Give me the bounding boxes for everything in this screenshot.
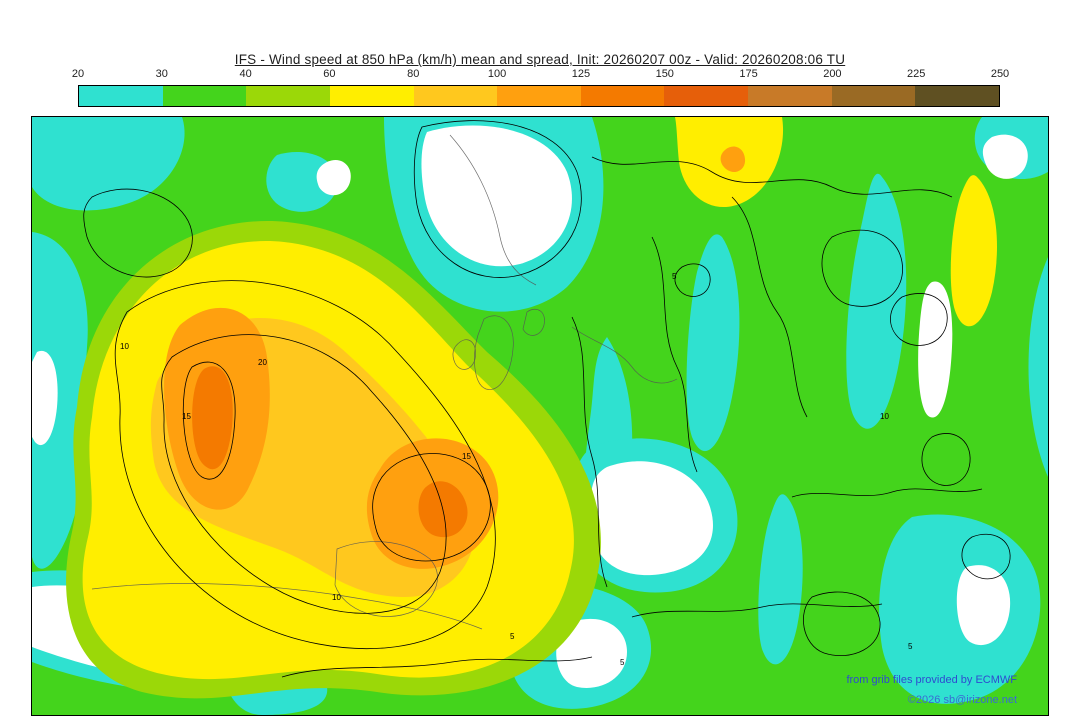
colorbar-segment (329, 86, 414, 106)
credit-copyright: ©2026 sb@irizone.net (908, 694, 1017, 706)
colorbar-segment (413, 86, 498, 106)
coastlines (91, 134, 678, 630)
colorbar-tick: 200 (823, 68, 842, 80)
colorbar-tick: 175 (739, 68, 758, 80)
contour-label: 10 (120, 342, 129, 351)
colorbar-segment (748, 86, 832, 106)
contour-label: 15 (462, 452, 471, 461)
colorbar-tick: 60 (323, 68, 336, 80)
contour-label: 20 (258, 358, 267, 367)
contour-label: 5 (620, 658, 625, 667)
colorbar-segment (497, 86, 581, 106)
map-panel: 20 15 10 5 15 10 5 10 5 5 from grib file… (31, 116, 1049, 716)
colorbar-tick: 150 (655, 68, 674, 80)
contour-label: 15 (182, 412, 191, 421)
map-svg: 20 15 10 5 15 10 5 10 5 5 from grib file… (32, 117, 1048, 715)
colorbar-segment (831, 86, 916, 106)
colorbar-segment (246, 86, 330, 106)
colorbar-gradient (78, 85, 1000, 107)
colorbar-segment (664, 86, 749, 106)
colorbar-segment (79, 86, 163, 106)
colorbar-tick: 80 (407, 68, 420, 80)
spread-contour-lines (83, 120, 1011, 678)
colorbar-tick: 20 (71, 68, 85, 80)
contour-label: 10 (880, 412, 889, 421)
contour-value-labels: 20 15 10 5 15 10 5 10 5 5 (120, 272, 913, 667)
colorbar: 20 30 40 60 80 100 125 150 175 200 225 2… (72, 68, 1009, 107)
colorbar-tick: 125 (571, 68, 591, 80)
colorbar-tick: 100 (487, 68, 507, 80)
map-credits: from grib files provided by ECMWF ©2026 … (846, 674, 1017, 706)
colorbar-tick: 250 (990, 68, 1010, 80)
contour-label: 10 (332, 593, 341, 602)
colorbar-segment (915, 86, 1000, 106)
colorbar-tick-labels: 20 30 40 60 80 100 125 150 175 200 225 2… (72, 68, 1009, 83)
colorbar-segment (162, 86, 247, 106)
contour-label: 5 (672, 272, 677, 281)
colorbar-tick: 225 (907, 68, 926, 80)
colorbar-tick: 30 (155, 68, 168, 80)
colorbar-segment (580, 86, 665, 106)
page-title-text: IFS - Wind speed at 850 hPa (km/h) mean … (234, 52, 846, 67)
contour-label: 5 (908, 642, 913, 651)
page-title: IFS - Wind speed at 850 hPa (km/h) mean … (0, 52, 1080, 67)
contour-label: 5 (510, 632, 515, 641)
credit-ecmwf: from grib files provided by ECMWF (846, 674, 1017, 686)
colorbar-tick: 40 (239, 68, 252, 80)
